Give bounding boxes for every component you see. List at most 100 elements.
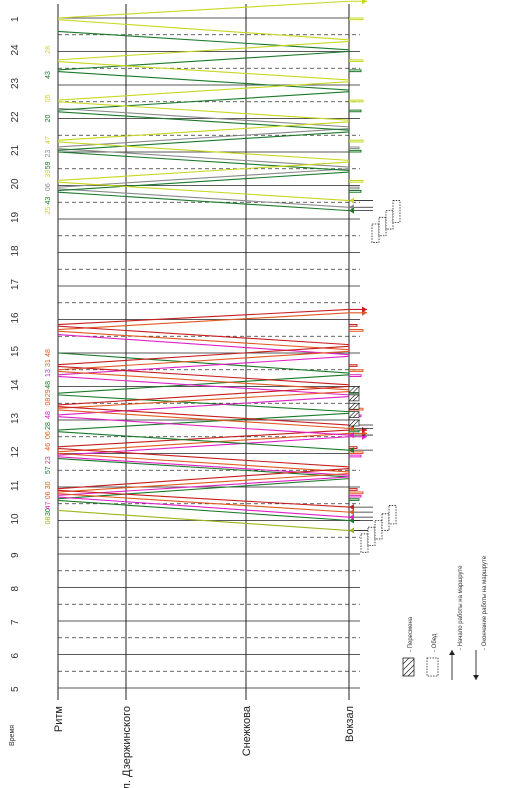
minute-label: 47 [45, 501, 52, 509]
lunch-break-box [360, 533, 369, 553]
shift-change-hatch [352, 394, 360, 402]
minute-label: 43 [45, 197, 52, 205]
trip-segment [57, 489, 350, 508]
trip-segment [57, 476, 350, 496]
minute-label: 30 [45, 481, 52, 489]
trip-segment [57, 148, 350, 168]
terminal-turn [349, 494, 362, 498]
break-boxes [348, 200, 401, 553]
hour-tick-label: 11 [10, 480, 21, 491]
shift-change-hatch [348, 394, 356, 402]
trip-segment [57, 374, 350, 394]
legend-peresmena: - Пересмена [402, 616, 415, 677]
trip-segment [57, 406, 350, 426]
trip-segment [57, 121, 350, 141]
minute-label: 46 [45, 443, 52, 451]
trip-segment [57, 375, 350, 396]
trip-segment [57, 431, 350, 451]
hour-tick-label: 22 [10, 111, 21, 123]
terminal-turn [349, 190, 362, 193]
shift-change-box [348, 411, 360, 418]
trip-segment [57, 473, 350, 493]
lunch-break-box [371, 223, 380, 243]
trip-segment [57, 394, 350, 413]
hour-tick-label: 13 [10, 412, 21, 424]
hour-tick-label: 18 [10, 245, 21, 257]
lunch-break-box [385, 210, 394, 230]
trip-segment [57, 91, 350, 111]
route-end-arrow [362, 0, 367, 5]
minute-label: 30 [45, 508, 52, 516]
trip-segment [57, 365, 350, 386]
minute-label: 05 [45, 94, 52, 102]
trip-segment [57, 168, 350, 188]
trip-segment [57, 330, 350, 351]
route-series-5 [57, 352, 373, 454]
hour-tick-label: 6 [10, 653, 21, 659]
terminal-turn [349, 374, 362, 377]
stop-label-dzerzh: Ул. Дзержинского [121, 706, 133, 788]
route-start-arrow [349, 504, 354, 511]
route-start-arrow [349, 432, 354, 439]
route-series-4 [57, 427, 373, 511]
shift-change-box [348, 419, 360, 427]
minute-label: 39 [45, 170, 52, 178]
time-axis-title: Время [9, 725, 16, 746]
shift-change-hatch [352, 411, 360, 418]
route-series-6 [57, 334, 373, 439]
terminal-turn [349, 329, 364, 332]
hour-tick-label: 17 [10, 278, 21, 290]
legend-end-label: - Окончание работы на маршруте [482, 555, 488, 650]
route-start-arrow [349, 527, 354, 534]
minute-label: 57 [45, 466, 52, 474]
trip-segment [57, 325, 350, 346]
trip-segment [57, 30, 350, 51]
hour-tick-label: 14 [10, 379, 21, 391]
trip-segment [57, 457, 350, 478]
hour-tick-labels: 5 6 7 8 9 10 11 12 13 14 15 16 17 18 19 20 21 22 23 24 1 [10, 16, 21, 692]
route-series-10 [57, 30, 373, 214]
trip-segment [57, 468, 350, 490]
terminal-turn [349, 491, 364, 495]
minute-labels: 0830470630572346062848082948133148254306… [45, 46, 52, 525]
terminal-turn [349, 488, 358, 491]
minute-label: 59 [45, 161, 52, 169]
shift-change-hatch [352, 419, 360, 427]
shift-change-hatch [348, 386, 356, 393]
hour-tick-label: 1 [10, 16, 21, 22]
trip-segment [57, 101, 350, 121]
hour-tick-label: 7 [10, 619, 21, 625]
route-start-arrow [349, 514, 354, 521]
trip-segment [57, 509, 350, 532]
minute-label: 20 [45, 115, 52, 123]
lunch-break-box [392, 200, 401, 223]
trip-segment [57, 370, 350, 391]
route-series-9 [57, 107, 373, 211]
trip-segment [57, 478, 350, 500]
hour-tick-label: 8 [10, 586, 21, 592]
trip-segment [57, 111, 350, 131]
lunch-break-box [381, 513, 390, 531]
minute-label: 06 [45, 491, 52, 499]
route-start-arrow [349, 207, 354, 214]
hour-tick-label: 23 [10, 77, 21, 89]
trip-segment [57, 0, 350, 19]
minute-label: 48 [45, 411, 52, 419]
route-start-arrow [349, 447, 354, 454]
route-series-0 [57, 509, 373, 534]
legend-start-label: - Начало работы на маршруте [458, 565, 464, 650]
trip-segment [57, 312, 350, 331]
trip-segment [57, 181, 350, 202]
trip-segment [57, 131, 350, 151]
terminal-turn [349, 186, 360, 190]
minute-label: 08 [45, 517, 52, 525]
route-series-11 [57, 0, 373, 204]
shift-change-box [348, 394, 360, 402]
trip-segment [57, 350, 350, 371]
shift-change-hatch [348, 411, 356, 418]
trip-segment [57, 188, 350, 208]
minute-label: 48 [45, 381, 52, 389]
legend-obed-label: - Обед [432, 633, 438, 652]
terminal-turn [349, 139, 364, 143]
trip-segment [57, 40, 350, 61]
